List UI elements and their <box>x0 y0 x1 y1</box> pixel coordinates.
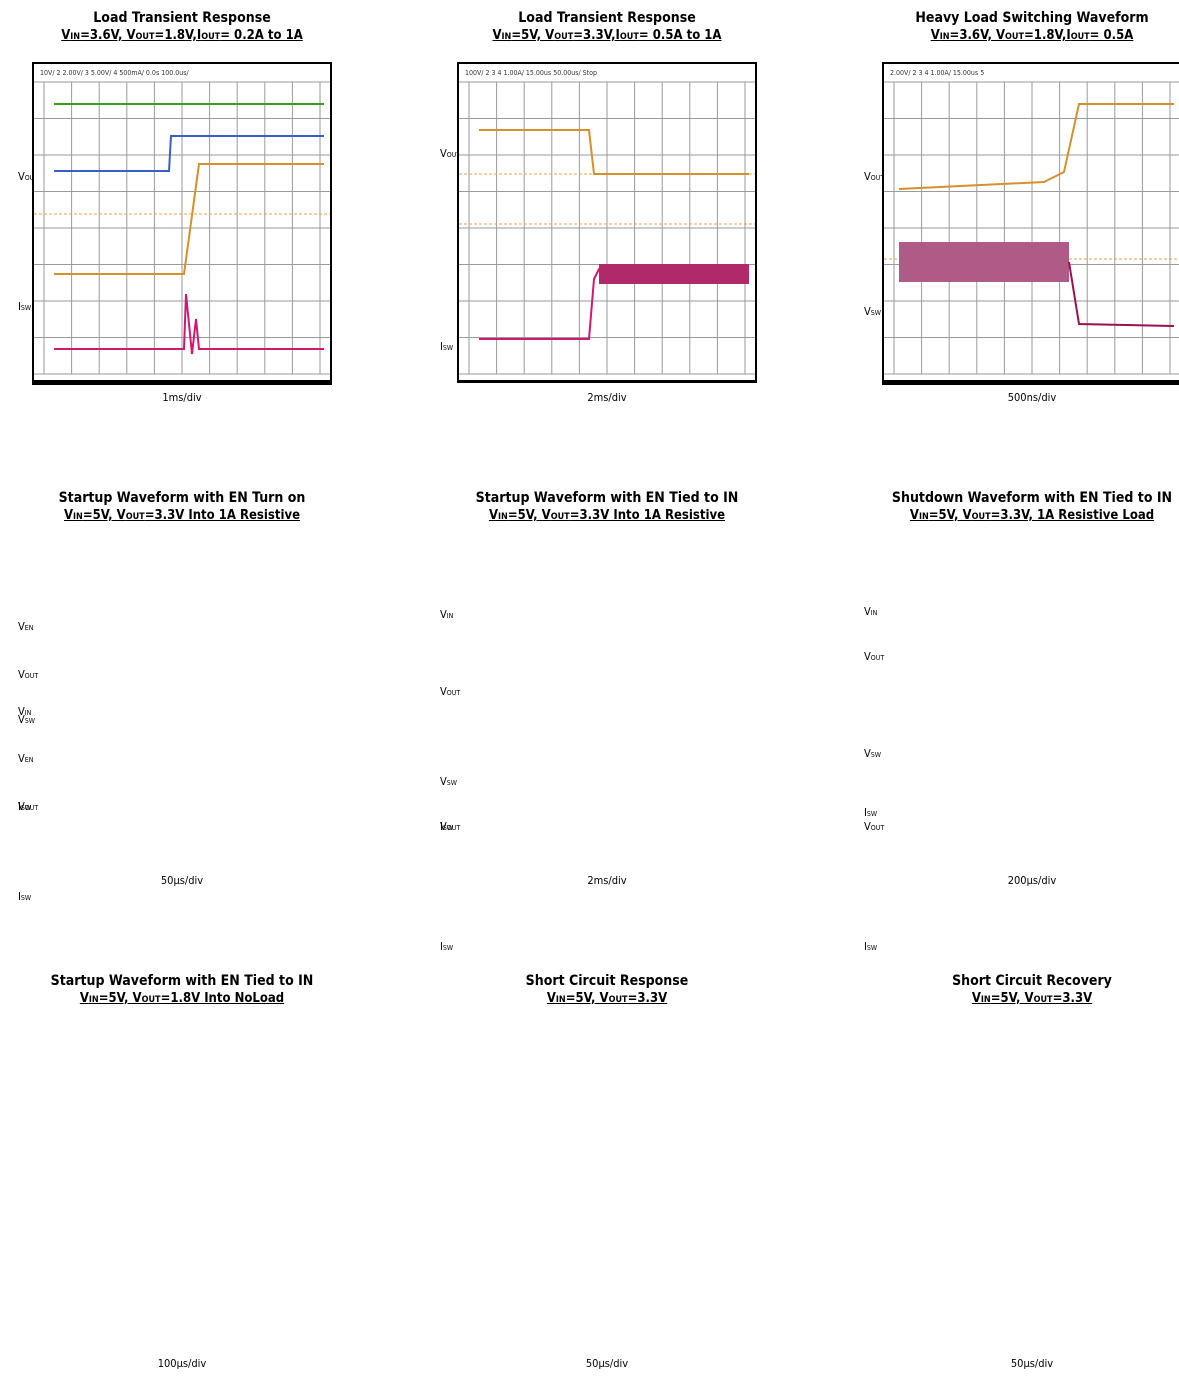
channel-label: VOUT <box>440 147 461 160</box>
channel-label: ISW <box>864 806 878 819</box>
channel-label: VOUT <box>440 685 461 698</box>
scope-panel: Startup Waveform with EN Tied to IN VIN=5… <box>12 62 352 1373</box>
channel-label: VIN <box>18 705 32 718</box>
chart-title: Heavy Load Switching Waveform <box>915 10 1149 26</box>
scope-panel: Startup Waveform with EN Tied to IN VIN=5… <box>437 63 777 890</box>
scope-screen: 10V/ 2 2.00V/ 3 5.00V/ 4 500mA/ 0.0s 100… <box>32 62 332 382</box>
channel-label: VOUT <box>864 170 885 183</box>
chart-title: Load Transient Response <box>93 10 271 26</box>
scope-panel: Short Circuit Response VIN=5V, VOUT=3.3V 1… <box>437 62 777 1373</box>
chart-subtitle: VIN=5V, VOUT=1.8V Into NoLoad <box>79 991 285 1006</box>
scope-header: 2.00V/ 2 3 4 1.00A/ 15.00us 5 <box>890 69 984 77</box>
isw-band <box>599 264 749 284</box>
channel-label: VEN <box>18 620 34 633</box>
vout-trace <box>898 103 1174 190</box>
channel-label: VSW <box>864 305 882 318</box>
isw-trace <box>1068 261 1175 327</box>
scope-panel: Startup Waveform with EN Turn on VIN=5V, … <box>12 63 352 890</box>
timebase-label: 50μs/div <box>585 1357 629 1370</box>
channel-label: VIN <box>864 605 878 618</box>
grid <box>884 81 1179 375</box>
channel-label: ISW <box>18 300 32 313</box>
scope-plot: 100V/ 2 3 4 1.00A/ 15.00us 50.00us/ Stop <box>459 69 755 375</box>
channel-label: VOUT <box>18 800 39 813</box>
scope-panel: Shutdown Waveform with EN Tied to IN VIN=… <box>862 63 1179 890</box>
chart-subtitle: VIN=5V, VOUT=3.3V Into 1A Resistive <box>488 508 726 523</box>
scope-header: 100V/ 2 3 4 1.00A/ 15.00us 50.00us/ Stop <box>465 69 597 77</box>
channel-label: VSW <box>864 747 882 760</box>
scope-screen: 2.00V/ 2 3 4 1.00A/ 15.00us 5 <box>882 62 1179 382</box>
channel-label: ISW <box>18 800 32 813</box>
channel-label: VSW <box>440 775 458 788</box>
timebase-label: 2ms/div <box>587 874 627 887</box>
grid <box>34 81 330 375</box>
timebase-label: 500ns/div <box>1007 391 1057 404</box>
ven-trace <box>54 135 324 172</box>
chart-subtitle: VIN=5V, VOUT=3.3V <box>971 991 1093 1006</box>
grid <box>459 81 755 375</box>
chart-title: Startup Waveform with EN Tied to IN <box>50 973 314 989</box>
timebase-label: 2ms/div <box>587 391 627 404</box>
scope-header: 10V/ 2 2.00V/ 3 5.00V/ 4 500mA/ 0.0s 100… <box>40 69 190 77</box>
vout-trace <box>54 163 324 275</box>
scope-plot: 10V/ 2 2.00V/ 3 5.00V/ 4 500mA/ 0.0s 100… <box>34 69 330 375</box>
chart-subtitle: VIN=3.6V, VOUT=1.8V,IOUT= 0.5A <box>930 28 1134 43</box>
channel-label: ISW <box>440 340 454 353</box>
scope-plot: 2.00V/ 2 3 4 1.00A/ 15.00us 5 <box>884 69 1179 375</box>
timebase-label: 200μs/div <box>1007 874 1057 887</box>
channel-label: ISW <box>18 890 32 903</box>
channel-label: ISW <box>440 940 454 953</box>
timebase-label: 50μs/div <box>1010 1357 1054 1370</box>
chart-subtitle: VIN=5V, VOUT=3.3V,IOUT= 0.5A to 1A <box>492 28 722 43</box>
chart-subtitle: VIN=3.6V, VOUT=1.8V,IOUT= 0.2A to 1A <box>61 28 303 43</box>
channel-label: VEN <box>18 752 34 765</box>
chart-title: Shutdown Waveform with EN Tied to IN <box>891 490 1173 506</box>
vout-trace <box>479 129 749 175</box>
chart-subtitle: VIN=5V, VOUT=3.3V <box>546 991 668 1006</box>
channel-label: VOUT <box>864 650 885 663</box>
chart-subtitle: VIN=5V, VOUT=3.3V Into 1A Resistive <box>63 508 301 523</box>
channel-label: VIN <box>440 608 454 621</box>
channel-label: ISW <box>864 940 878 953</box>
chart-subtitle: VIN=5V, VOUT=3.3V, 1A Resistive Load <box>909 508 1155 523</box>
channel-label: VSW <box>18 713 36 726</box>
chart-title: Short Circuit Response <box>525 973 689 989</box>
channel-label: VOUT <box>18 668 39 681</box>
scope-panel: Short Circuit Recovery VIN=5V, VOUT=3.3V 2… <box>862 62 1179 1373</box>
scope-screen: 100V/ 2 3 4 1.00A/ 15.00us 50.00us/ Stop <box>457 62 757 382</box>
isw-band <box>899 242 1069 282</box>
channel-label: ISW <box>440 820 454 833</box>
chart-title: Short Circuit Recovery <box>952 973 1112 989</box>
chart-title: Startup Waveform with EN Turn on <box>58 490 306 506</box>
chart-title: Load Transient Response <box>518 10 696 26</box>
timebase-label: 100μs/div <box>157 1357 207 1370</box>
channel-label: VOUT <box>864 820 885 833</box>
channel-label: VOUT <box>440 820 461 833</box>
timebase-label: 50μs/div <box>160 874 204 887</box>
channel-label: VOUT <box>18 170 38 183</box>
chart-title: Startup Waveform with EN Tied to IN <box>475 490 739 506</box>
timebase-label: 1ms/div <box>162 391 202 404</box>
isw-trace <box>54 293 324 355</box>
